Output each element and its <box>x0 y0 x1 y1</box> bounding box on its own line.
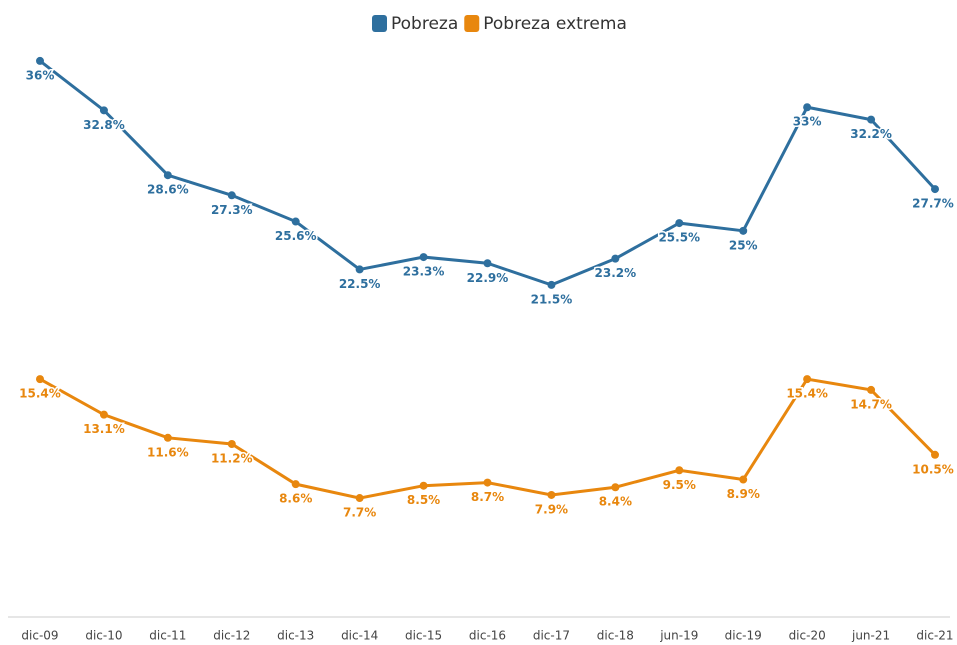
legend-swatch <box>464 15 480 32</box>
data-label: 25% <box>729 238 758 252</box>
data-label: 8.5% <box>407 493 440 507</box>
data-label: 25.6% <box>275 229 317 243</box>
data-label: 13.1% <box>83 422 125 436</box>
point <box>227 439 236 448</box>
data-label: 8.9% <box>727 487 760 501</box>
point <box>675 466 684 475</box>
data-label: 25.5% <box>658 231 700 245</box>
data-label: 27.7% <box>912 197 954 211</box>
point <box>867 115 876 124</box>
point <box>163 433 172 442</box>
point <box>36 375 44 384</box>
data-label: 14.7% <box>850 397 892 411</box>
x-tick-label: dic-17 <box>533 629 570 643</box>
x-tick-label: jun-19 <box>659 629 698 643</box>
data-label: 36% <box>26 68 55 82</box>
data-label: 22.9% <box>467 271 509 285</box>
x-tick-label: dic-10 <box>85 629 122 643</box>
point <box>739 226 748 235</box>
x-tick-label: dic-18 <box>597 629 634 643</box>
data-label: 33% <box>793 115 822 129</box>
x-tick-label: dic-15 <box>405 629 442 643</box>
point <box>419 253 428 262</box>
point <box>547 280 556 289</box>
data-label: 28.6% <box>147 183 189 197</box>
data-label: 32.2% <box>850 127 892 141</box>
x-tick-label: jun-21 <box>851 629 890 643</box>
data-label: 23.2% <box>595 266 637 280</box>
x-tick-label: dic-13 <box>277 629 314 643</box>
x-tick-label: dic-16 <box>469 629 506 643</box>
point <box>547 490 556 499</box>
x-tick-label: dic-09 <box>21 629 58 643</box>
point <box>355 494 364 503</box>
x-tick-label: dic-19 <box>725 629 762 643</box>
point <box>355 265 364 274</box>
point <box>803 103 812 112</box>
data-label: 15.4% <box>19 387 61 401</box>
point <box>739 475 748 484</box>
point <box>483 478 492 487</box>
point <box>419 481 428 490</box>
data-label: 21.5% <box>531 292 573 306</box>
data-label: 23.3% <box>403 265 445 279</box>
legend-swatch <box>372 15 387 32</box>
point <box>867 385 876 394</box>
data-label: 9.5% <box>663 478 696 492</box>
data-label: 8.7% <box>471 490 504 504</box>
data-label: 11.2% <box>211 451 253 465</box>
point <box>99 410 108 419</box>
point <box>931 185 939 194</box>
x-tick-label: dic-21 <box>916 629 953 643</box>
data-label: 7.7% <box>343 506 376 520</box>
point <box>483 259 492 268</box>
point <box>227 191 236 200</box>
x-tick-label: dic-11 <box>149 629 186 643</box>
data-label: 22.5% <box>339 277 381 291</box>
data-label: 8.4% <box>599 495 632 509</box>
data-label: 8.6% <box>279 492 312 506</box>
point <box>291 480 300 489</box>
point <box>36 56 44 65</box>
point <box>291 217 300 226</box>
x-tick-label: dic-12 <box>213 629 250 643</box>
point <box>675 219 684 228</box>
point <box>99 106 108 115</box>
data-label: 10.5% <box>912 462 954 476</box>
x-tick-label: dic-20 <box>789 629 826 643</box>
point <box>163 171 172 180</box>
point <box>611 254 620 263</box>
series-line <box>39 59 937 287</box>
data-label: 27.3% <box>211 203 253 217</box>
point <box>611 483 620 492</box>
data-label: 15.4% <box>786 387 828 401</box>
data-label: 32.8% <box>83 118 125 132</box>
data-label: 7.9% <box>535 502 568 516</box>
point <box>803 375 812 384</box>
legend-label: Pobreza extrema <box>483 14 627 34</box>
legend-label: Pobreza <box>391 14 458 34</box>
data-label: 11.6% <box>147 445 189 459</box>
point <box>931 450 939 459</box>
x-tick-label: dic-14 <box>341 629 378 643</box>
